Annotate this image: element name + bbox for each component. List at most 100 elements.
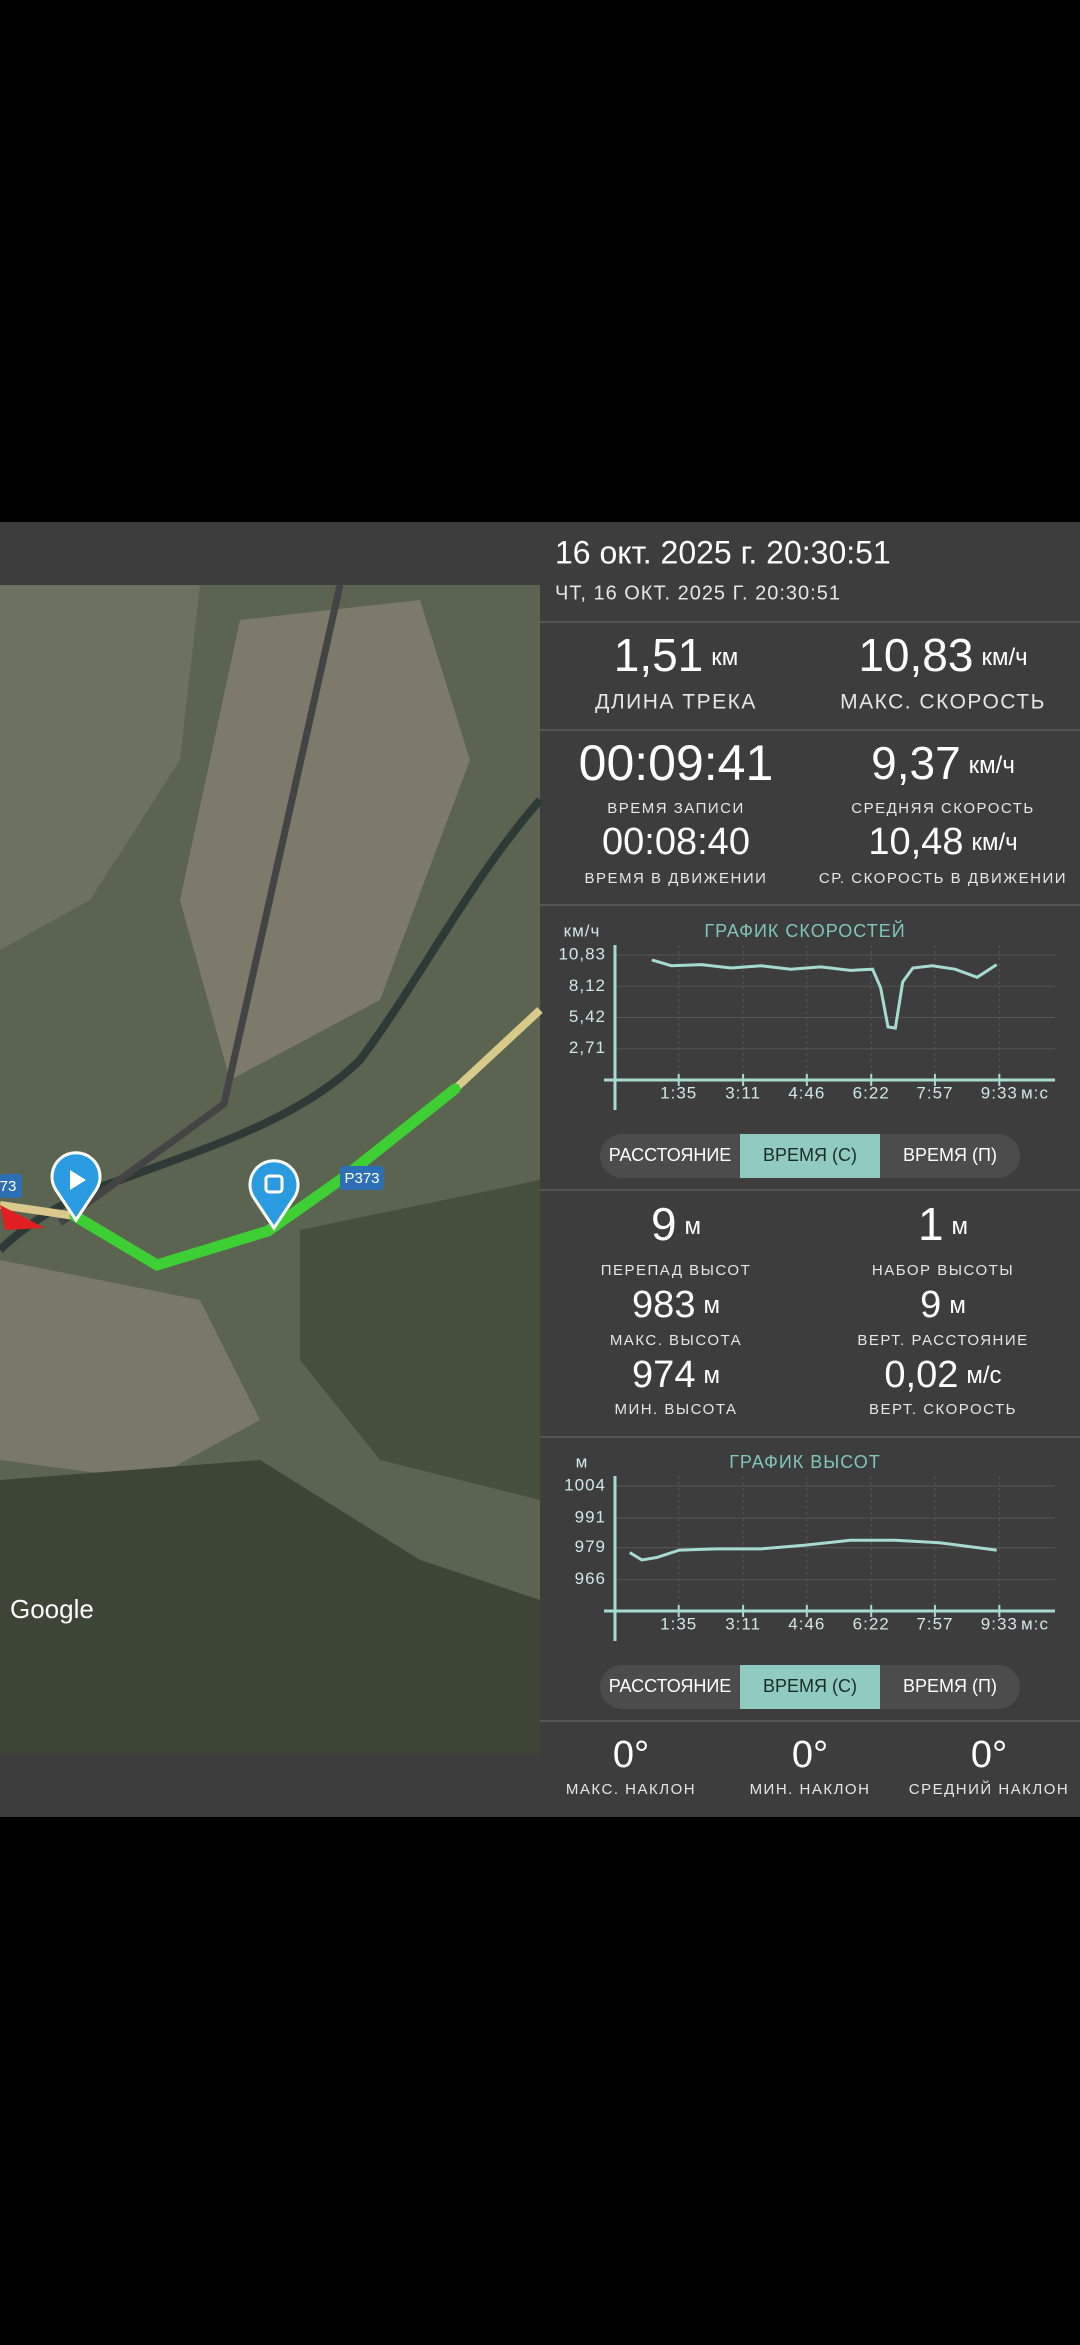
x-unit: м:с [1021,1614,1049,1633]
stat-label: ДЛИНА ТРЕКА [595,691,757,714]
stat-value: 1,51 км [614,629,739,681]
speed-chart: ГРАФИК СКОРОСТЕЙ км/ч 10,83 8,12 5,42 2,71 1:3… [558,920,1055,1110]
segment-button[interactable]: РАССТОЯНИЕ [609,1676,732,1696]
segmented-control: РАССТОЯНИЕ ВРЕМЯ (С) ВРЕМЯ (П) [600,1665,1020,1709]
x-tick-label: 6:22 [853,1083,890,1102]
x-tick-label: 3:11 [725,1083,761,1102]
y-tick-label: 5,42 [569,1007,606,1026]
value: 1 [918,1198,944,1250]
start-marker[interactable] [50,1151,102,1223]
y-tick-label: 1004 [564,1475,606,1494]
stat-label: МИН. ВЫСОТА [614,1401,737,1418]
stat-value: 974 м [632,1354,720,1396]
stat-label: СРЕДНЯЯ СКОРОСТЬ [851,800,1034,817]
stat-label: МАКС. ВЫСОТА [610,1332,742,1349]
value: 9 [651,1198,677,1250]
stat-label: СР. СКОРОСТЬ В ДВИЖЕНИИ [819,870,1067,887]
stat-value: 0° [971,1734,1007,1776]
x-tick-label: 4:46 [788,1614,825,1633]
y-tick-label: 979 [575,1537,606,1556]
segment-button[interactable]: ВРЕМЯ (С) [763,1676,857,1696]
stat-value: 00:09:41 [579,735,774,791]
data-line [651,958,998,1030]
value: 9,37 [871,737,961,789]
x-tick-label: 3:11 [725,1614,761,1633]
stat-value: 983 м [632,1284,720,1326]
y-tick-label: 10,83 [558,944,606,963]
unit: м [685,1213,702,1240]
map-village [180,600,470,1080]
stat-value: 0° [613,1734,649,1776]
x-tick-label: 7:57 [916,1083,953,1102]
unit: м/с [966,1362,1001,1389]
map-road [57,584,344,1226]
selected-segment [740,1134,880,1178]
data-line [628,1538,997,1562]
value: 0° [971,1734,1007,1776]
selected-segment [740,1665,880,1709]
stat-value: 0° [792,1734,828,1776]
segment-button[interactable]: ВРЕМЯ (П) [903,1145,997,1165]
y-tick-label: 991 [575,1508,606,1527]
x-tick-label: 7:57 [916,1614,953,1633]
segmented-control: РАССТОЯНИЕ ВРЕМЯ (С) ВРЕМЯ (П) [600,1134,1020,1178]
stat-label: МАКС. СКОРОСТЬ [840,691,1046,714]
x-tick-label: 9:33 [981,1083,1018,1102]
y-tick-label: 966 [575,1569,606,1588]
end-marker[interactable] [248,1159,300,1231]
value: 974 [632,1354,695,1396]
value: 9 [920,1284,941,1326]
value: 10,83 [858,629,973,681]
chart-title: ГРАФИК ВЫСОТ [729,1452,881,1472]
position-arrow [0,1205,45,1230]
unit: м [703,1292,720,1319]
stat-label: МАКС. НАКЛОН [566,1781,696,1798]
value: 10,48 [868,821,963,863]
header-subtitle: ЧТ, 16 ОКТ. 2025 Г. 20:30:51 [555,582,841,604]
unit: м [952,1213,969,1240]
stat-value: 10,83 км/ч [858,629,1027,681]
stat-value: 9,37 км/ч [871,737,1015,789]
segment-button[interactable]: ВРЕМЯ (С) [763,1145,857,1165]
header-title: 16 окт. 2025 г. 20:30:51 [555,534,891,570]
x-tick-label: 1:35 [660,1083,697,1102]
unit: м [949,1292,966,1319]
map-forest [0,1460,540,1754]
stat-label: ВРЕМЯ В ДВИЖЕНИИ [585,870,768,887]
y-unit: км/ч [564,921,601,940]
altitude-chart: ГРАФИК ВЫСОТ м 1004 991 979 966 1:35 3:11 4:46 6:… [564,1452,1055,1641]
stat-value: 10,48 км/ч [868,821,1017,863]
map-attribution: Google [10,1594,94,1624]
value: 983 [632,1284,695,1326]
map-terrain [0,585,200,950]
unit: м [703,1362,720,1389]
unit: км/ч [981,644,1027,671]
segment-button[interactable]: ВРЕМЯ (П) [903,1676,997,1696]
stat-label: ВЕРТ. СКОРОСТЬ [869,1401,1017,1418]
map[interactable]: Р373 73 Google [0,584,544,1754]
y-unit: м [576,1452,589,1471]
y-tick-label: 2,71 [569,1038,606,1057]
road-label: Р373 [344,1170,379,1187]
unit: км [711,644,738,671]
value: 0° [792,1734,828,1776]
x-unit: м:с [1021,1083,1049,1102]
stat-label: ВРЕМЯ ЗАПИСИ [607,800,745,817]
segment-button[interactable]: РАССТОЯНИЕ [609,1145,732,1165]
road-badge [0,1174,22,1198]
unit: км/ч [969,752,1015,779]
x-tick-label: 4:46 [788,1083,825,1102]
stat-label: МИН. НАКЛОН [750,1781,871,1798]
value: 0° [613,1734,649,1776]
x-tick-label: 1:35 [660,1614,697,1633]
value: 1,51 [614,629,704,681]
stat-label: ВЕРТ. РАССТОЯНИЕ [857,1332,1028,1349]
value: 0,02 [884,1354,958,1396]
slope-stats: 0° МАКС. НАКЛОН 0° МИН. НАКЛОН 0° СРЕДНИЙ НАК… [566,1734,1068,1798]
stat-value: 00:08:40 [602,821,750,863]
